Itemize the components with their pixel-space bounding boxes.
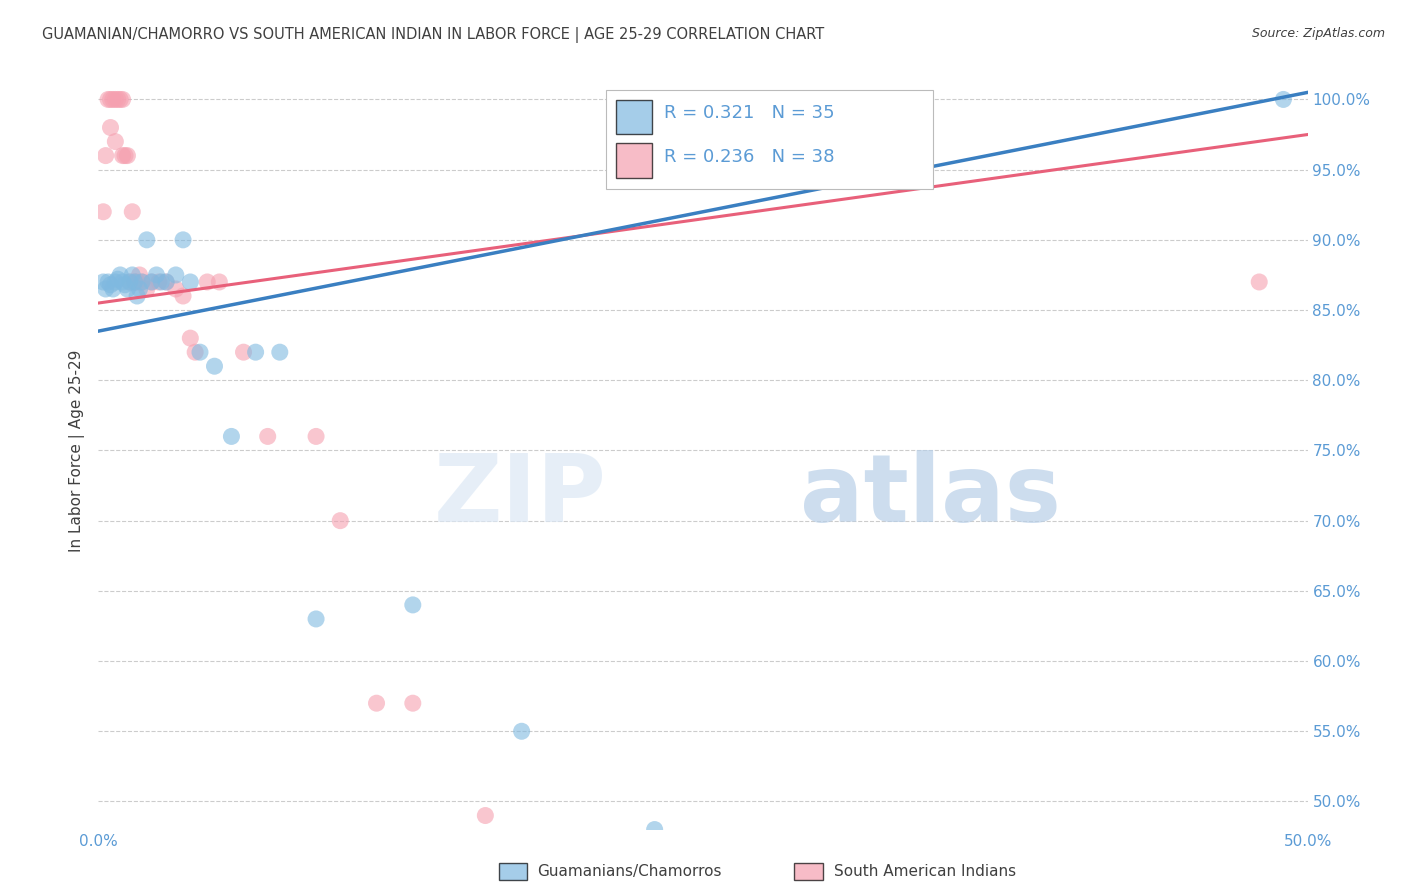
Point xyxy=(150,275,173,289)
Point xyxy=(148,275,170,289)
Y-axis label: In Labor Force | Age 25-29: In Labor Force | Age 25-29 xyxy=(69,350,84,551)
Point xyxy=(100,277,122,292)
Point xyxy=(135,282,157,296)
Point xyxy=(111,148,134,162)
Point xyxy=(91,204,114,219)
FancyBboxPatch shape xyxy=(606,90,932,189)
Point xyxy=(256,429,278,443)
Text: R = 0.236   N = 38: R = 0.236 N = 38 xyxy=(664,148,835,166)
Point xyxy=(305,429,328,443)
Text: South American Indians: South American Indians xyxy=(834,864,1017,879)
Point xyxy=(117,282,139,296)
Point xyxy=(165,282,187,296)
Point xyxy=(114,148,136,162)
Point xyxy=(107,92,129,106)
Point xyxy=(232,345,254,359)
Point xyxy=(145,268,167,282)
Text: GUAMANIAN/CHAMORRO VS SOUTH AMERICAN INDIAN IN LABOR FORCE | AGE 25-29 CORRELATI: GUAMANIAN/CHAMORRO VS SOUTH AMERICAN IND… xyxy=(42,27,824,43)
Point xyxy=(97,92,120,106)
Point xyxy=(117,148,139,162)
Point xyxy=(245,345,267,359)
FancyBboxPatch shape xyxy=(616,144,652,178)
Point xyxy=(127,275,149,289)
Point xyxy=(366,696,388,710)
Point xyxy=(141,275,163,289)
Text: atlas: atlas xyxy=(800,450,1060,542)
Point xyxy=(111,275,134,289)
Text: Guamanians/Chamorros: Guamanians/Chamorros xyxy=(537,864,721,879)
Point xyxy=(104,92,127,106)
Point xyxy=(121,204,143,219)
Point xyxy=(94,148,117,162)
FancyBboxPatch shape xyxy=(616,100,652,135)
Point xyxy=(204,359,226,374)
Point xyxy=(402,598,425,612)
Point xyxy=(172,289,194,303)
Point xyxy=(269,345,291,359)
Text: ZIP: ZIP xyxy=(433,450,606,542)
Point xyxy=(104,275,127,289)
Point xyxy=(118,275,141,289)
Point xyxy=(305,612,328,626)
Point xyxy=(111,92,134,106)
Point xyxy=(141,275,163,289)
Point xyxy=(124,275,146,289)
Point xyxy=(1249,275,1271,289)
Point xyxy=(644,822,666,837)
Point xyxy=(101,282,124,296)
Point xyxy=(108,268,131,282)
Point xyxy=(127,289,149,303)
Point xyxy=(131,275,153,289)
Point xyxy=(128,268,150,282)
Point xyxy=(97,275,120,289)
Point xyxy=(221,429,243,443)
Point xyxy=(179,331,201,345)
Point xyxy=(107,272,129,286)
Point xyxy=(135,233,157,247)
Point xyxy=(208,275,231,289)
Point xyxy=(172,233,194,247)
Point xyxy=(118,275,141,289)
Point xyxy=(179,275,201,289)
Point xyxy=(188,345,211,359)
Point xyxy=(155,275,177,289)
Point xyxy=(101,92,124,106)
Point xyxy=(104,135,127,149)
Point xyxy=(184,345,207,359)
Point xyxy=(329,514,352,528)
Point xyxy=(1272,92,1295,106)
Text: Source: ZipAtlas.com: Source: ZipAtlas.com xyxy=(1251,27,1385,40)
Point xyxy=(100,120,122,135)
Point xyxy=(402,696,425,710)
Point xyxy=(128,282,150,296)
Point xyxy=(114,277,136,292)
Point xyxy=(108,92,131,106)
Point xyxy=(155,275,177,289)
Point xyxy=(91,275,114,289)
Point xyxy=(100,92,122,106)
Text: R = 0.321   N = 35: R = 0.321 N = 35 xyxy=(664,104,835,122)
Point xyxy=(131,275,153,289)
Point xyxy=(165,268,187,282)
Point xyxy=(94,282,117,296)
Point xyxy=(510,724,533,739)
Point xyxy=(474,808,496,822)
Point xyxy=(124,275,146,289)
Point xyxy=(121,268,143,282)
Point xyxy=(195,275,218,289)
